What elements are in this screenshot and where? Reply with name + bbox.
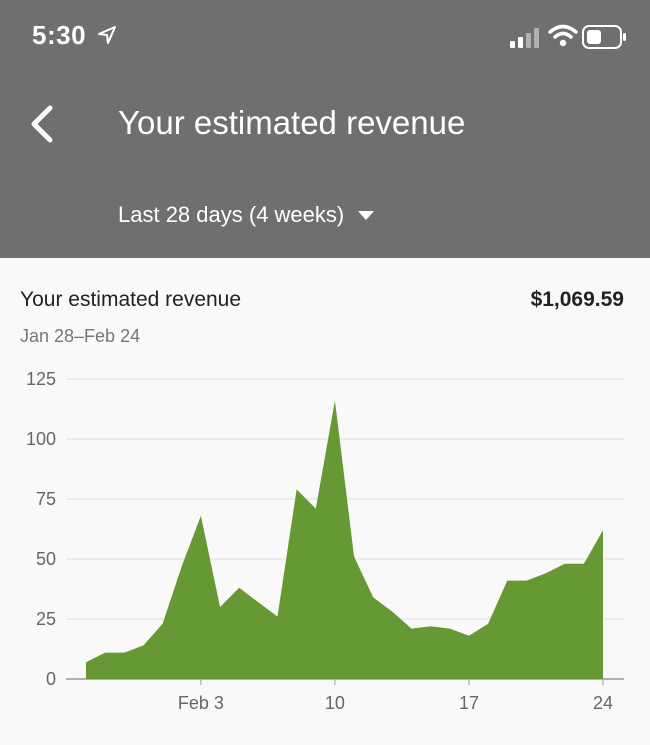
location-arrow-icon [98, 26, 116, 44]
battery-icon [582, 25, 626, 49]
y-tick-label: 25 [36, 609, 56, 629]
y-tick-label: 125 [26, 369, 56, 389]
back-chevron-icon [31, 105, 53, 143]
revenue-total: $1,069.59 [530, 288, 624, 311]
status-time: 5:30 [32, 20, 87, 50]
x-tick-label: Feb 3 [178, 693, 224, 713]
wifi-icon [548, 24, 578, 47]
app-header: 5:30 Your estimated revenue Last 28 days… [0, 0, 650, 258]
caret-down-icon [358, 210, 375, 220]
date-range-label: Last 28 days (4 weeks) [118, 202, 345, 227]
date-range-dropdown[interactable]: Last 28 days (4 weeks) [118, 202, 375, 228]
revenue-area [86, 400, 603, 679]
cellular-signal-icon [510, 28, 539, 48]
y-tick-label: 50 [36, 549, 56, 569]
y-tick-label: 75 [36, 489, 56, 509]
card-date-range: Jan 28–Feb 24 [20, 326, 141, 346]
x-tick-label: 10 [325, 693, 345, 713]
y-tick-label: 0 [46, 669, 56, 689]
card-title: Your estimated revenue [20, 288, 242, 311]
x-tick-label: 24 [593, 693, 613, 713]
revenue-chart: 0 25 50 75 100 125 Feb 3 10 17 24 [26, 369, 624, 713]
y-tick-label: 100 [26, 429, 56, 449]
back-button[interactable] [22, 102, 62, 146]
x-tick-label: 17 [459, 693, 479, 713]
page-title: Your estimated revenue [118, 104, 466, 141]
